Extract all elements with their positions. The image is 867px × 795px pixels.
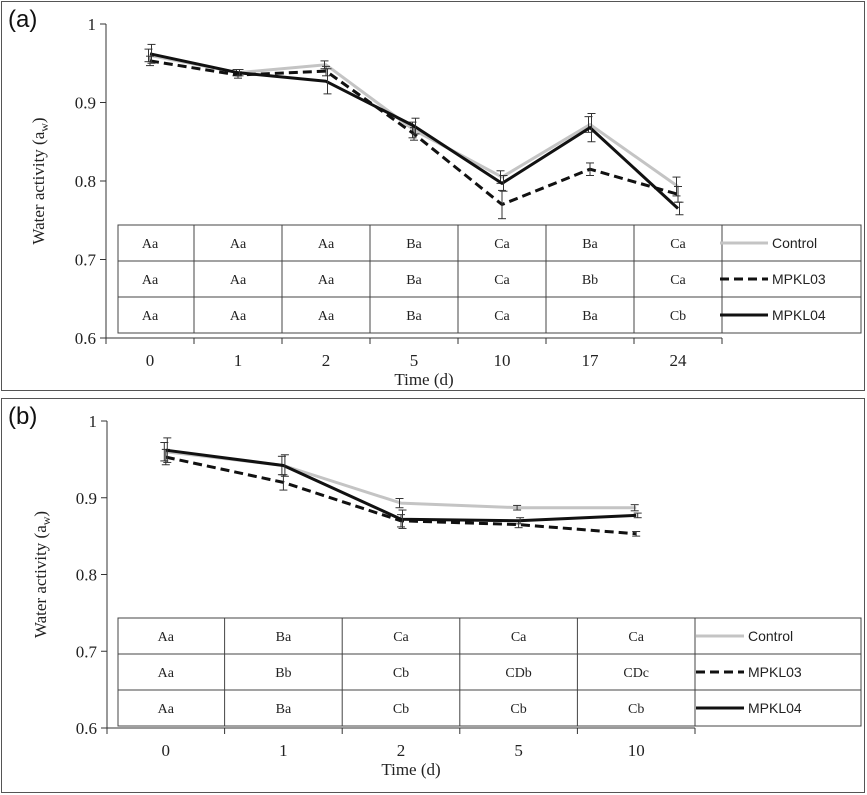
table-cell: Bb <box>582 273 598 288</box>
table-cell: Aa <box>318 237 335 252</box>
x-tick-label: 10 <box>494 351 511 370</box>
x-tick-label: 2 <box>322 351 331 370</box>
table-cell: Aa <box>318 273 335 288</box>
table-cell: Ba <box>406 237 422 252</box>
table-cell: Ca <box>628 630 644 645</box>
y-axis-title: Water activity (aw) <box>31 511 53 638</box>
table-cell: Bb <box>275 666 291 681</box>
chart-panel-a: (a) 0.6 0.7 0.8 0.9 1 0 1 2 5 10 17 24 Time (d) Water… <box>1 1 865 391</box>
table-cell: Ba <box>582 309 598 324</box>
series-line-mpkl04 <box>149 52 680 210</box>
x-tick-label: 0 <box>162 741 171 760</box>
x-tick-label: 17 <box>582 351 600 370</box>
table-cell: Aa <box>142 309 159 324</box>
table-cell: Cb <box>393 702 409 717</box>
panel-label-a: (a) <box>8 6 38 33</box>
x-tick-label: 24 <box>670 351 688 370</box>
table-cell: Ba <box>276 630 292 645</box>
series-line-mpkl04 <box>165 448 637 523</box>
x-tick-label: 1 <box>234 351 243 370</box>
table-cell: Cb <box>628 702 644 717</box>
series-line-control <box>149 53 679 188</box>
table-cell: CDb <box>505 666 531 681</box>
table-cell: Aa <box>142 237 159 252</box>
table-cell: Ba <box>582 237 598 252</box>
x-tick-label: 5 <box>514 741 523 760</box>
table-cell: Ca <box>494 273 510 288</box>
table-cell: Cb <box>510 702 526 717</box>
table-cell: Aa <box>230 309 247 324</box>
y-tick-label: 0.8 <box>76 566 97 585</box>
legend-label-mpkl04: MPKL04 <box>748 700 802 716</box>
y-tick-label: 0.7 <box>76 642 98 661</box>
y-tick-label: 1 <box>89 412 98 431</box>
legend-label-mpkl04: MPKL04 <box>772 307 826 323</box>
table-cell: Ba <box>406 273 422 288</box>
table-cell: Cb <box>393 666 409 681</box>
table-cell: Ca <box>511 630 527 645</box>
y-tick-label: 0.9 <box>76 489 97 508</box>
table-cell: Ca <box>494 309 510 324</box>
table-cell: Aa <box>230 237 247 252</box>
table-cell: Aa <box>158 666 175 681</box>
y-tick-label: 0.7 <box>75 251 97 270</box>
x-tick-label: 0 <box>146 351 155 370</box>
table-cell: Ca <box>393 630 409 645</box>
legend-label-mpkl03: MPKL03 <box>748 664 802 680</box>
legend-label-mpkl03: MPKL03 <box>772 271 826 287</box>
y-tick-label: 0.6 <box>75 329 96 348</box>
table-cell: Ba <box>276 702 292 717</box>
x-axis-title: Time (d) <box>381 760 440 779</box>
table-cell: CDc <box>623 666 649 681</box>
table-cell: Cb <box>670 309 686 324</box>
y-tick-label: 1 <box>88 15 97 34</box>
y-tick-label: 0.9 <box>75 94 96 113</box>
panel-label-b: (b) <box>8 403 38 430</box>
x-axis-title: Time (d) <box>394 370 453 389</box>
y-tick-label: 0.6 <box>76 719 97 738</box>
table-cell: Ba <box>406 309 422 324</box>
table-cell: Aa <box>142 273 159 288</box>
chart-panel-b: (b) 0.6 0.7 0.8 0.9 1 0 1 2 5 10 Time (d) Water act… <box>1 398 865 793</box>
x-tick-label: 10 <box>628 741 645 760</box>
x-tick-label: 2 <box>397 741 406 760</box>
legend-label-control: Control <box>748 628 793 644</box>
table-cell: Aa <box>318 309 335 324</box>
table-cell: Ca <box>494 237 510 252</box>
table-cell: Aa <box>158 630 175 645</box>
y-axis-title: Water activity (aw) <box>29 117 51 244</box>
legend-label-control: Control <box>772 235 817 251</box>
table-cell: Ca <box>670 237 686 252</box>
y-tick-label: 0.8 <box>75 172 96 191</box>
x-tick-label: 1 <box>279 741 288 760</box>
table-cell: Aa <box>230 273 247 288</box>
table-cell: Aa <box>158 702 175 717</box>
x-tick-label: 5 <box>410 351 419 370</box>
table-cell: Ca <box>670 273 686 288</box>
